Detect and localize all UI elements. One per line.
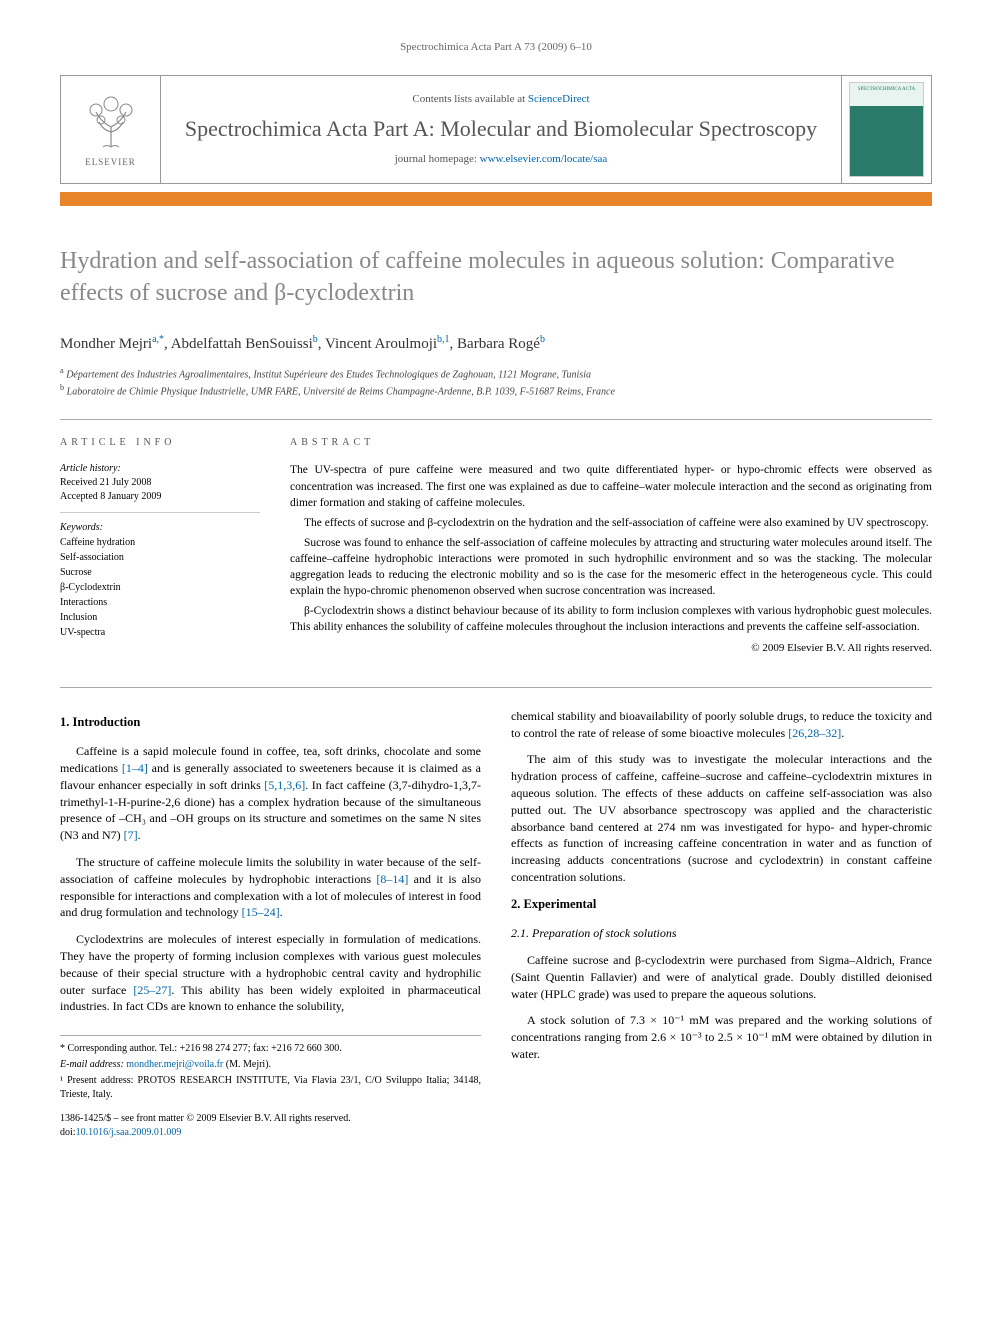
keywords-list: Caffeine hydration Self-association Sucr… — [60, 535, 260, 640]
affiliation: b Laboratoire de Chimie Physique Industr… — [60, 382, 932, 399]
contents-prefix: Contents lists available at — [412, 93, 527, 105]
email-link[interactable]: mondher.mejri@voila.fr — [126, 1059, 223, 1070]
keyword: UV-spectra — [60, 625, 260, 640]
keyword: Caffeine hydration — [60, 535, 260, 550]
doi-label: doi: — [60, 1127, 76, 1138]
doi-line: doi:10.1016/j.saa.2009.01.009 — [60, 1126, 481, 1140]
subsection-heading: 2.1. Preparation of stock solutions — [511, 925, 932, 942]
author: Barbara Rogé — [457, 336, 540, 352]
author-mark: b,1 — [437, 334, 450, 345]
masthead: ELSEVIER Contents lists available at Sci… — [60, 75, 932, 184]
article-info: ARTICLE INFO Article history: Received 2… — [60, 436, 260, 656]
article-info-heading: ARTICLE INFO — [60, 436, 260, 450]
abstract-para: Sucrose was found to enhance the self-as… — [290, 535, 932, 599]
author: Mondher Mejri — [60, 336, 152, 352]
body-para: The structure of caffeine molecule limit… — [60, 854, 481, 921]
history-label: Article history: — [60, 462, 260, 476]
keywords-label: Keywords: — [60, 521, 260, 535]
text: (M. Mejri). — [223, 1059, 271, 1070]
citation-link[interactable]: [15–24] — [242, 905, 280, 919]
keyword: β-Cyclodextrin — [60, 580, 260, 595]
keyword: Self-association — [60, 550, 260, 565]
author-mark: a,* — [152, 334, 164, 345]
masthead-center: Contents lists available at ScienceDirec… — [161, 76, 841, 183]
section-heading-intro: 1. Introduction — [60, 714, 481, 732]
body-para: chemical stability and bioavailability o… — [511, 708, 932, 742]
author-mark: b — [540, 334, 545, 345]
text: chemical stability and bioavailability o… — [511, 709, 932, 740]
left-column: 1. Introduction Caffeine is a sapid mole… — [60, 708, 481, 1140]
section-heading-experimental: 2. Experimental — [511, 896, 932, 914]
text: . — [841, 726, 844, 740]
citation-link[interactable]: [5,1,3,6] — [264, 778, 305, 792]
body-para: The aim of this study was to investigate… — [511, 751, 932, 885]
text: . — [280, 905, 283, 919]
publisher-label: ELSEVIER — [85, 156, 136, 169]
contents-available-line: Contents lists available at ScienceDirec… — [181, 92, 821, 107]
affiliation: a Département des Industries Agroaliment… — [60, 365, 932, 382]
affil-mark: b — [60, 383, 64, 392]
homepage-link[interactable]: www.elsevier.com/locate/saa — [480, 153, 608, 165]
abstract-para: β-Cyclodextrin shows a distinct behaviou… — [290, 603, 932, 635]
keywords-block: Keywords: Caffeine hydration Self-associ… — [60, 521, 260, 648]
orange-divider-bar — [60, 192, 932, 206]
email-label: E-mail address: — [60, 1059, 126, 1070]
present-address-note: ¹ Present address: PROTOS RESEARCH INSTI… — [60, 1074, 481, 1102]
journal-name: Spectrochimica Acta Part A: Molecular an… — [181, 116, 821, 142]
doi-link[interactable]: 10.1016/j.saa.2009.01.009 — [76, 1127, 182, 1138]
corresponding-author-note: * Corresponding author. Tel.: +216 98 27… — [60, 1042, 481, 1056]
homepage-prefix: journal homepage: — [395, 153, 480, 165]
footnotes: * Corresponding author. Tel.: +216 98 27… — [60, 1035, 481, 1102]
affiliations: a Département des Industries Agroaliment… — [60, 365, 932, 400]
divider — [60, 687, 932, 688]
elsevier-tree-icon — [81, 92, 141, 152]
authors-line: Mondher Mejria,*, Abdelfattah BenSouissi… — [60, 333, 932, 355]
keyword: Inclusion — [60, 610, 260, 625]
sciencedirect-link[interactable]: ScienceDirect — [528, 93, 590, 105]
journal-cover-thumb: SPECTROCHIMICA ACTA — [849, 82, 924, 177]
info-abstract-row: ARTICLE INFO Article history: Received 2… — [60, 419, 932, 656]
body-para: Cyclodextrins are molecules of interest … — [60, 931, 481, 1015]
abstract-heading: ABSTRACT — [290, 436, 932, 450]
front-matter-line: 1386-1425/$ – see front matter © 2009 El… — [60, 1112, 481, 1126]
right-column: chemical stability and bioavailability o… — [511, 708, 932, 1140]
author-mark: b — [313, 334, 318, 345]
page: Spectrochimica Acta Part A 73 (2009) 6–1… — [0, 0, 992, 1180]
cover-thumb-block: SPECTROCHIMICA ACTA — [841, 76, 931, 183]
abstract-para: The effects of sucrose and β-cyclodextri… — [290, 515, 932, 531]
body-para: Caffeine sucrose and β-cyclodextrin were… — [511, 952, 932, 1002]
abstract-para: The UV-spectra of pure caffeine were mea… — [290, 462, 932, 510]
article-title: Hydration and self-association of caffei… — [60, 246, 932, 308]
received-date: Received 21 July 2008 — [60, 476, 260, 490]
citation-link[interactable]: [8–14] — [376, 872, 408, 886]
author: Abdelfattah BenSouissi — [171, 336, 313, 352]
affil-text: Département des Industries Agroalimentai… — [66, 369, 591, 380]
affil-text: Laboratoire de Chimie Physique Industrie… — [67, 386, 615, 397]
affil-mark: a — [60, 366, 64, 375]
accepted-date: Accepted 8 January 2009 — [60, 490, 260, 504]
abstract: ABSTRACT The UV-spectra of pure caffeine… — [290, 436, 932, 656]
abstract-copyright: © 2009 Elsevier B.V. All rights reserved… — [290, 641, 932, 656]
email-note: E-mail address: mondher.mejri@voila.fr (… — [60, 1058, 481, 1072]
history-block: Article history: Received 21 July 2008 A… — [60, 462, 260, 513]
citation-link[interactable]: [1–4] — [122, 761, 148, 775]
citation-link[interactable]: [7] — [124, 828, 138, 842]
author: Vincent Aroulmoji — [325, 336, 437, 352]
text: . — [138, 828, 141, 842]
doi-block: 1386-1425/$ – see front matter © 2009 El… — [60, 1112, 481, 1140]
body-columns: 1. Introduction Caffeine is a sapid mole… — [60, 708, 932, 1140]
publisher-block: ELSEVIER — [61, 76, 161, 183]
citation-link[interactable]: [26,28–32] — [788, 726, 841, 740]
running-header: Spectrochimica Acta Part A 73 (2009) 6–1… — [60, 40, 932, 55]
body-para: Caffeine is a sapid molecule found in co… — [60, 743, 481, 844]
body-para: A stock solution of 7.3 × 10⁻¹ mM was pr… — [511, 1012, 932, 1062]
citation-link[interactable]: [25–27] — [133, 983, 171, 997]
keyword: Interactions — [60, 595, 260, 610]
keyword: Sucrose — [60, 565, 260, 580]
homepage-line: journal homepage: www.elsevier.com/locat… — [181, 152, 821, 167]
